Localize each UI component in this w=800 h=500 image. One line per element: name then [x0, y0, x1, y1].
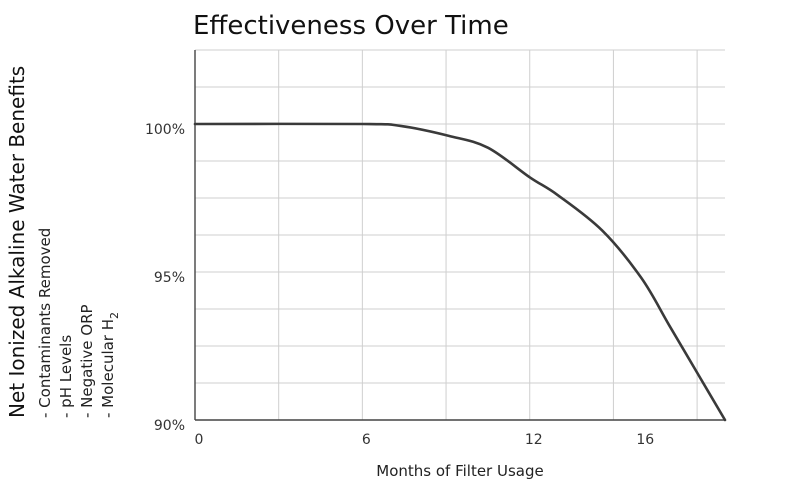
- y-axis-label: Net Ionized Alkaline Water Benefits: [5, 66, 29, 418]
- y-axis-sublabel: - pH Levels: [57, 335, 75, 418]
- y-axis-sublabels: - Contaminants Removed - pH Levels - Negat…: [36, 228, 121, 418]
- subscript: 2: [108, 312, 121, 319]
- y-axis-sublabel: - Molecular H2: [99, 312, 121, 418]
- x-tick-labels: 0 6 12 16: [195, 432, 655, 448]
- y-tick-label: 100%: [145, 122, 185, 138]
- y-tick-label: 95%: [154, 270, 185, 286]
- x-axis-label: Months of Filter Usage: [376, 462, 543, 480]
- grid: [195, 49, 725, 421]
- axes: [194, 50, 725, 421]
- y-axis-sublabel: - Negative ORP: [78, 304, 96, 418]
- y-axis-sublabel: - Contaminants Removed: [36, 228, 54, 418]
- series-layer: [193, 122, 727, 422]
- series-line-0: [193, 122, 727, 422]
- chart-title: Effectiveness Over Time: [193, 11, 509, 41]
- y-tick-labels: 90% 95% 100%: [145, 122, 185, 434]
- x-tick-label: 6: [362, 432, 371, 448]
- x-tick-label: 0: [195, 432, 204, 448]
- x-tick-label: 12: [525, 432, 543, 448]
- x-tick-label: 16: [636, 432, 654, 448]
- y-tick-label: 90%: [154, 418, 185, 434]
